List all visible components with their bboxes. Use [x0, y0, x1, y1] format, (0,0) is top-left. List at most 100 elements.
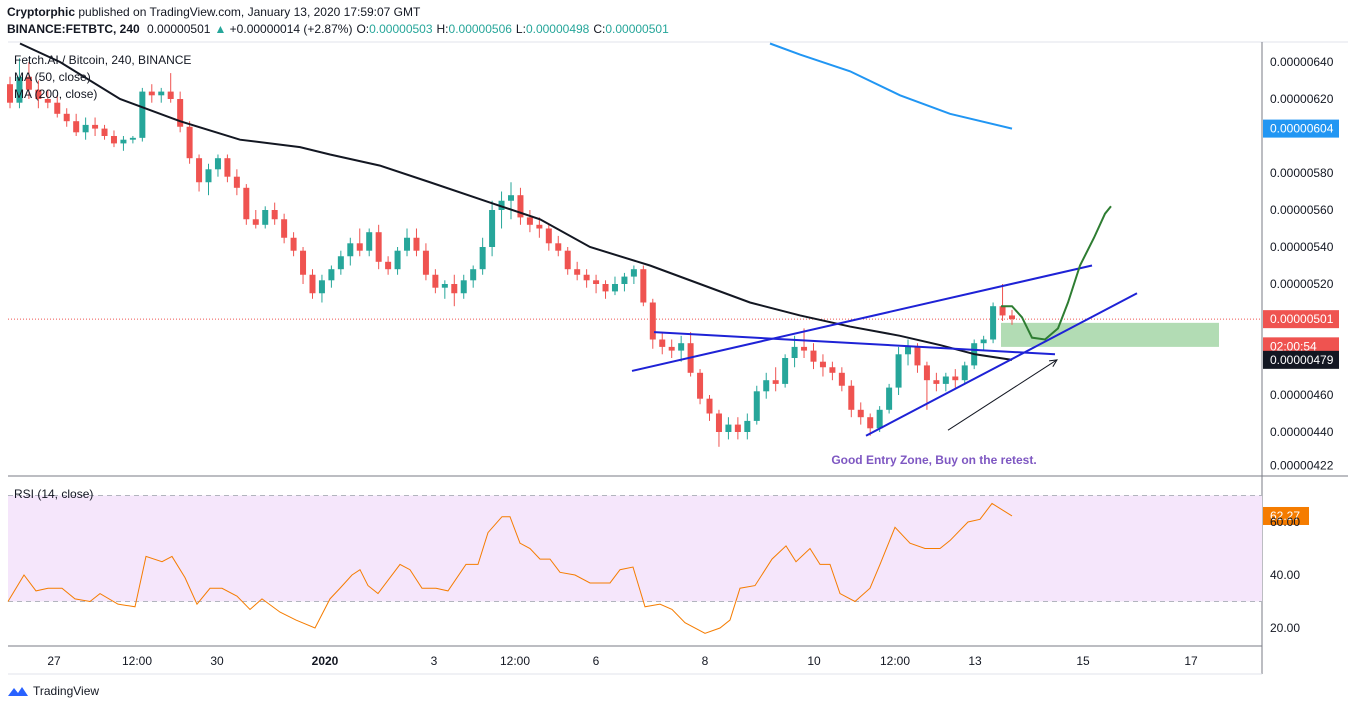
ma50-legend[interactable]: MA (50, close)	[14, 70, 91, 84]
time-tick-label: 8	[702, 654, 709, 668]
open-label: O:	[356, 22, 370, 36]
candle	[905, 339, 912, 366]
candle	[167, 73, 174, 103]
candle	[82, 117, 89, 140]
candle	[16, 58, 23, 109]
candle	[271, 202, 278, 225]
candle	[290, 232, 297, 257]
time-tick-label: 3	[431, 654, 438, 668]
candle	[281, 213, 288, 244]
time-tick-label: 13	[968, 654, 982, 668]
candle	[470, 265, 477, 288]
candle	[838, 367, 845, 392]
candle	[980, 335, 987, 351]
candle-body	[990, 306, 997, 340]
trendline	[631, 264, 1093, 372]
candle-body	[621, 276, 628, 284]
candle-body	[961, 365, 968, 381]
symbol-line: BINANCE:FETBTC, 240 0.00000501 ▲ +0.00000…	[7, 22, 669, 36]
candle-body	[545, 228, 552, 244]
candle	[706, 395, 713, 421]
candle	[867, 413, 874, 436]
candle	[564, 247, 571, 275]
tradingview-footer[interactable]: TradingView	[7, 684, 99, 698]
price-badge-label: 02:00:54	[1270, 339, 1317, 353]
candle-body	[829, 367, 836, 373]
candle-body	[233, 176, 240, 188]
candle	[782, 354, 789, 388]
rsi-legend[interactable]: RSI (14, close)	[14, 487, 94, 501]
candle	[526, 210, 533, 233]
candle-body	[697, 372, 704, 399]
candle	[583, 269, 590, 288]
time-tick-label: 10	[807, 654, 821, 668]
candle-body	[177, 99, 184, 127]
time-tick-label: 12:00	[122, 654, 152, 668]
candle	[309, 269, 316, 299]
candle	[347, 237, 354, 266]
candle	[233, 169, 240, 196]
candle-body	[611, 284, 618, 292]
candle-body	[659, 339, 666, 347]
price-badges: 0.00000604 0.00000501 02:00:540.00000479	[1263, 119, 1339, 369]
candle	[186, 121, 193, 164]
rsi-value-label: 62.27	[1270, 509, 1300, 523]
candle	[404, 228, 411, 257]
candle	[110, 130, 117, 148]
candle-body	[489, 210, 496, 247]
candle-body	[526, 217, 533, 225]
candle	[451, 274, 458, 307]
price-tick-label: 0.00000620	[1270, 92, 1334, 106]
candle-body	[470, 269, 477, 281]
candle-body	[668, 346, 675, 351]
candle	[422, 243, 429, 281]
candle	[101, 124, 108, 140]
candle	[432, 269, 439, 294]
candle	[687, 332, 694, 377]
candle	[621, 272, 628, 292]
candle-body	[44, 99, 51, 103]
candle	[923, 361, 930, 410]
candle	[394, 247, 401, 275]
candle-body	[7, 84, 13, 103]
candlesticks	[7, 58, 1015, 447]
ma200-legend[interactable]: MA (200, close)	[14, 87, 98, 101]
price-badge-label: 0.00000501	[1270, 312, 1334, 326]
candle-body	[366, 232, 373, 251]
candle	[35, 80, 42, 109]
candle	[300, 247, 307, 284]
candle	[772, 367, 779, 392]
time-tick-label: 30	[210, 654, 224, 668]
candle-body	[649, 302, 656, 340]
candle-body	[640, 269, 647, 303]
high-value: 0.00000506	[448, 22, 512, 36]
price-badge: 0.00000501	[1263, 310, 1339, 329]
high-label: H:	[436, 22, 449, 36]
time-axis-labels: 27 12:00 30 2020 3 12:00 6 8 10 12:00 13 15 17	[47, 654, 1198, 668]
rsi-band	[8, 495, 1262, 602]
candle	[196, 154, 203, 192]
candle-body	[810, 350, 817, 362]
candle	[744, 413, 751, 440]
candle	[205, 163, 212, 196]
candle-body	[952, 376, 959, 381]
annotation-background	[810, 451, 1058, 469]
candle-body	[678, 343, 685, 351]
price-tick-label: 0.00000560	[1270, 203, 1334, 217]
candle	[385, 256, 392, 275]
candle-body	[753, 391, 760, 421]
price-badge-label: 0.00000604	[1270, 122, 1334, 136]
price-badge: 0.00000604	[1263, 119, 1339, 138]
candle	[479, 237, 486, 275]
candle	[7, 76, 13, 109]
time-tick-label: 2020	[312, 654, 339, 668]
arrow-head	[1048, 359, 1058, 367]
candle-body	[16, 76, 23, 103]
candle-body	[782, 358, 789, 384]
candle	[895, 346, 902, 395]
price-tick-label: 0.00000440	[1270, 425, 1334, 439]
candle-body	[309, 274, 316, 294]
candle-body	[337, 256, 344, 270]
publisher-name[interactable]: Cryptorphic	[7, 5, 76, 19]
